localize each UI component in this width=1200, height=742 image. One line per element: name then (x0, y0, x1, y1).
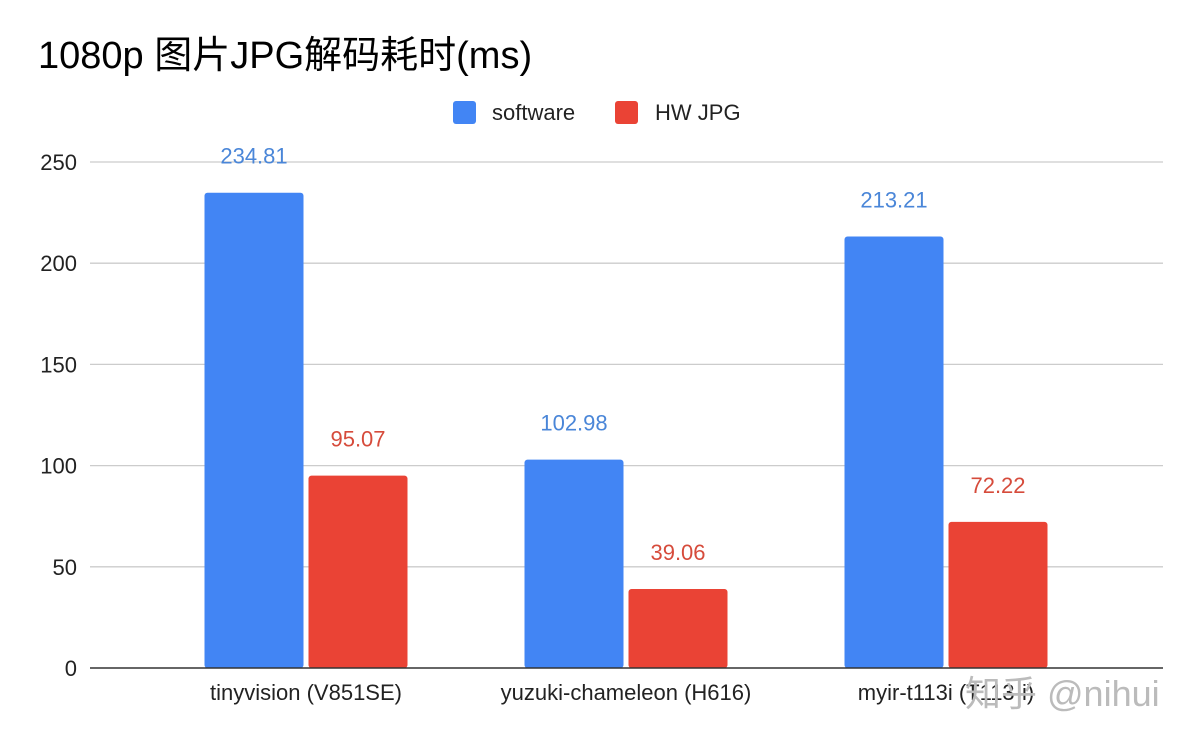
x-axis-categories: tinyvision (V851SE) yuzuki-chameleon (H61… (210, 680, 1034, 705)
x-category-label: tinyvision (V851SE) (210, 680, 402, 705)
y-tick-label: 50 (53, 555, 77, 580)
bar-software (844, 236, 944, 669)
legend-swatch (453, 101, 476, 124)
bar-value-label: 213.21 (860, 187, 927, 212)
chart-title: 1080p 图片JPG解码耗时(ms) (38, 35, 532, 77)
y-tick-label: 0 (65, 656, 77, 681)
bar-value-label: 72.22 (970, 473, 1025, 498)
bar-software (524, 459, 624, 668)
bar-value-label: 102.98 (540, 411, 607, 436)
bars (204, 192, 1048, 669)
legend-swatch (615, 101, 638, 124)
bar-value-label: 234.81 (220, 144, 287, 169)
legend-label: HW JPG (655, 100, 741, 125)
watermark: 知乎 @nihui (965, 673, 1160, 714)
bar-value-label: 39.06 (650, 540, 705, 565)
legend: software HW JPG (453, 100, 741, 125)
bar-hw-jpg (308, 475, 408, 668)
legend-label: software (492, 100, 575, 125)
bar-hw-jpg (948, 521, 1048, 668)
bar-value-label: 95.07 (330, 427, 385, 452)
bar-software (204, 192, 304, 668)
data-labels: 234.81 95.07 102.98 39.06 213.21 72.22 (220, 144, 1025, 565)
x-category-label: myir-t113i (T113-i) (858, 680, 1034, 705)
y-tick-label: 250 (40, 150, 77, 175)
bar-hw-jpg (628, 588, 728, 668)
x-category-label: yuzuki-chameleon (H616) (501, 680, 752, 705)
y-tick-label: 150 (40, 352, 77, 377)
y-axis-ticks: 0 50 100 150 200 250 (40, 150, 77, 681)
y-tick-label: 200 (40, 251, 77, 276)
y-tick-label: 100 (40, 454, 77, 479)
